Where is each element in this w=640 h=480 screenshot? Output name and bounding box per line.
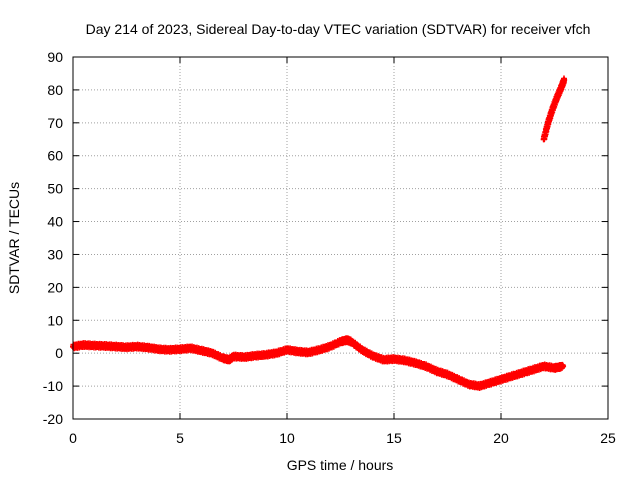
data-point xyxy=(423,363,430,370)
data-point xyxy=(553,95,560,102)
data-point xyxy=(198,347,205,354)
data-point xyxy=(545,119,552,126)
y-axis-label: SDTVAR / TECUs xyxy=(6,182,22,294)
data-point xyxy=(391,356,397,363)
data-point xyxy=(519,369,526,376)
x-tick-label: 15 xyxy=(386,430,402,446)
data-point xyxy=(123,344,130,351)
data-point xyxy=(358,346,365,353)
data-point xyxy=(551,364,558,371)
data-point xyxy=(557,85,564,92)
data-point xyxy=(369,352,376,359)
data-point xyxy=(540,363,547,370)
data-point xyxy=(465,381,472,388)
data-point xyxy=(112,343,119,350)
data-point xyxy=(433,368,440,375)
data-point xyxy=(80,341,87,348)
data-point xyxy=(549,106,556,113)
x-tick-label: 20 xyxy=(493,430,509,446)
data-point xyxy=(561,77,568,84)
data-point xyxy=(187,345,194,352)
data-point xyxy=(305,349,312,356)
y-tick-label: -20 xyxy=(43,411,63,427)
y-tick-label: 10 xyxy=(47,312,63,328)
data-point xyxy=(401,357,408,364)
data-point xyxy=(476,383,483,390)
y-tick-label: 40 xyxy=(47,214,63,230)
x-tick-label: 0 xyxy=(69,430,77,446)
data-point xyxy=(251,352,258,359)
data-point xyxy=(262,351,269,358)
data-point xyxy=(230,353,237,360)
data-point xyxy=(498,376,504,383)
data-point xyxy=(284,346,290,353)
data-point xyxy=(273,350,280,357)
y-tick-label: 70 xyxy=(47,115,63,131)
data-point xyxy=(455,376,462,383)
data-point xyxy=(508,373,515,380)
data-point xyxy=(177,346,183,353)
data-point xyxy=(560,363,567,370)
data-point xyxy=(219,355,226,362)
x-tick-label: 5 xyxy=(176,430,184,446)
y-tick-label: 30 xyxy=(47,246,63,262)
x-tick-label: 25 xyxy=(600,430,616,446)
data-point xyxy=(166,346,173,353)
data-point xyxy=(102,342,109,349)
y-tick-label: 90 xyxy=(47,49,63,65)
data-point xyxy=(155,346,162,353)
x-axis-label: GPS time / hours xyxy=(287,457,394,473)
y-tick-label: 20 xyxy=(47,279,63,295)
data-point xyxy=(540,136,547,143)
axis-ticks: 0 5 10 15 20 25 -20 -10 0 10 20 30 40 50 60 70 80 90 xyxy=(43,49,616,446)
data-point xyxy=(487,379,494,386)
data-point xyxy=(294,348,301,355)
data-point xyxy=(144,344,151,351)
plot-border xyxy=(72,56,609,420)
data-point xyxy=(380,356,387,363)
series-1 xyxy=(540,75,568,143)
data-point xyxy=(412,360,419,367)
data-point xyxy=(316,346,323,353)
data-point xyxy=(444,371,451,378)
chart-title: Day 214 of 2023, Sidereal Day-to-day VTE… xyxy=(86,21,591,37)
y-tick-label: 50 xyxy=(47,181,63,197)
data-point xyxy=(326,343,333,350)
grid-lines xyxy=(73,57,608,419)
y-tick-label: 60 xyxy=(47,148,63,164)
data-point xyxy=(134,343,141,350)
data-point xyxy=(226,356,233,363)
x-tick-label: 10 xyxy=(279,430,295,446)
y-tick-label: -10 xyxy=(43,378,63,394)
data-point xyxy=(343,337,350,344)
data-point xyxy=(348,338,355,345)
data-point xyxy=(337,338,344,345)
y-tick-label: 80 xyxy=(47,82,63,98)
data-point xyxy=(530,366,537,373)
data-point xyxy=(91,342,98,349)
data-point xyxy=(209,350,216,357)
y-tick-label: 0 xyxy=(55,345,63,361)
data-point xyxy=(241,354,248,361)
